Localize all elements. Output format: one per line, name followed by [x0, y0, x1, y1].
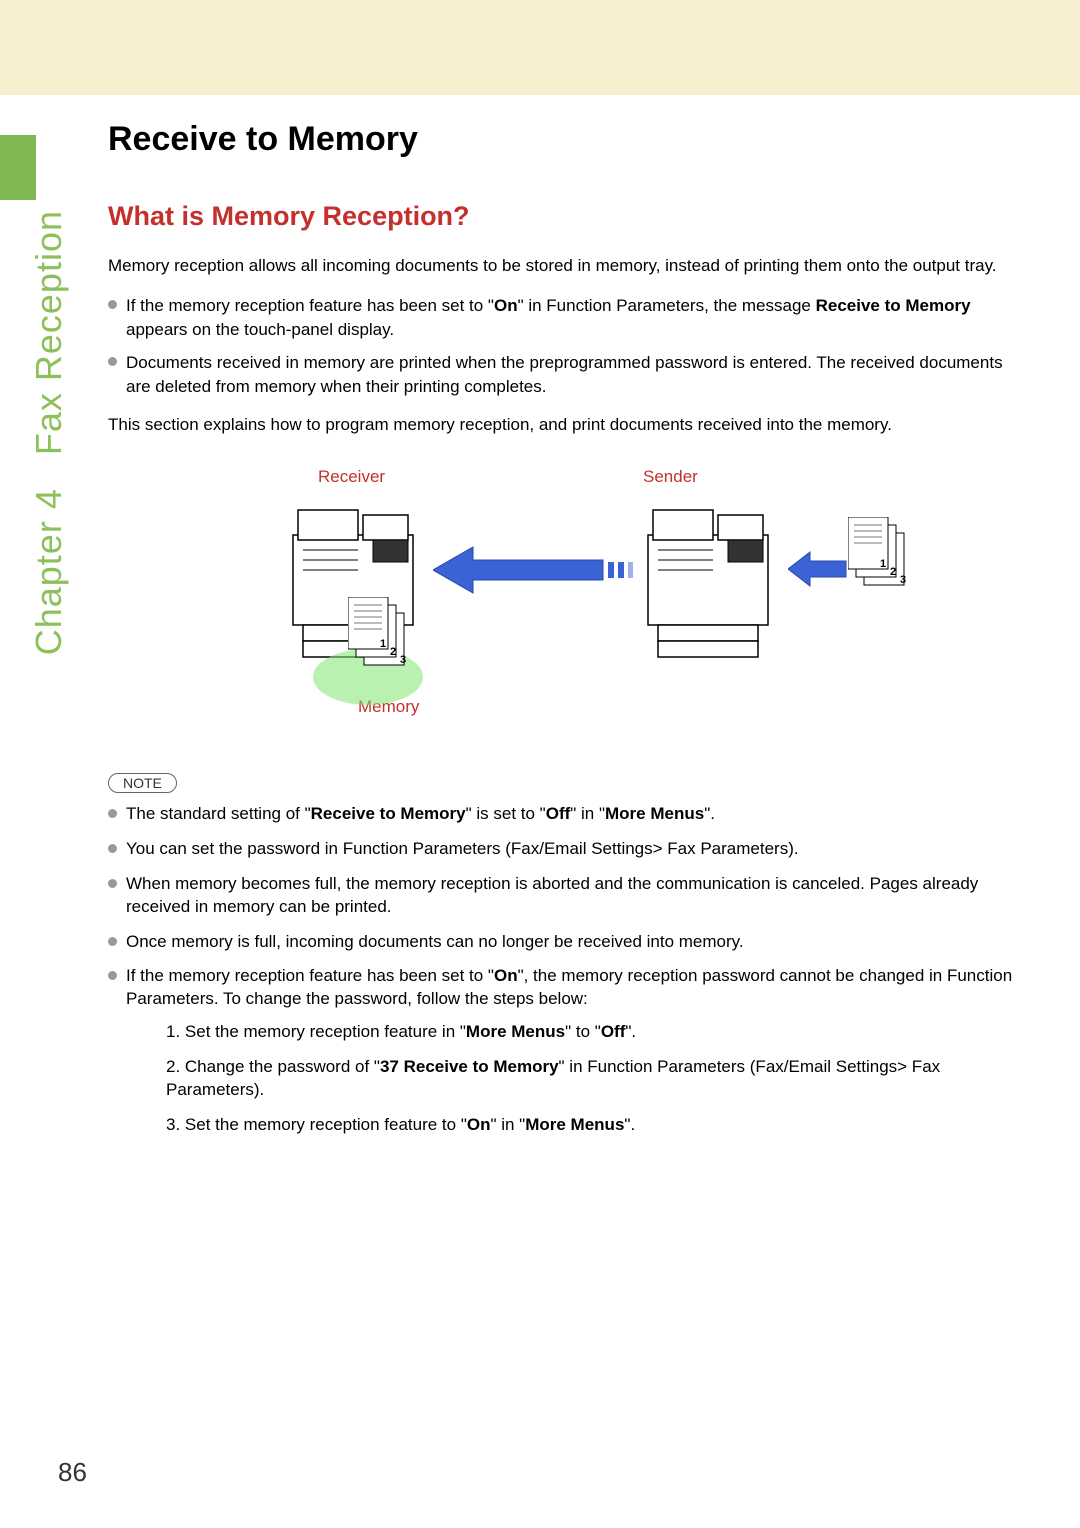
svg-text:3: 3: [900, 574, 906, 586]
transfer-arrow-icon: [433, 545, 633, 595]
svg-text:2: 2: [390, 646, 396, 658]
chapter-title: Fax Reception: [28, 210, 69, 455]
step-item: 3. Set the memory reception feature to "…: [166, 1114, 1028, 1137]
note-item: The standard setting of "Receive to Memo…: [108, 803, 1028, 826]
receiver-label: Receiver: [318, 467, 385, 487]
chapter-tab-accent: [0, 135, 36, 200]
svg-text:2: 2: [890, 566, 896, 578]
note-item: If the memory reception feature has been…: [108, 965, 1028, 1137]
memory-reception-diagram: Receiver Sender Memory 1: [208, 467, 988, 737]
note-item: When memory becomes full, the memory rec…: [108, 873, 1028, 919]
note-item: Once memory is full, incoming documents …: [108, 931, 1028, 954]
note-badge: NOTE: [108, 773, 177, 793]
section-paragraph: This section explains how to program mem…: [108, 413, 1028, 437]
svg-text:1: 1: [380, 638, 386, 650]
chapter-num: Chapter 4: [28, 488, 69, 655]
top-banner: [0, 0, 1080, 95]
note-item: You can set the password in Function Par…: [108, 838, 1028, 861]
intro-paragraph: Memory reception allows all incoming doc…: [108, 254, 1028, 278]
sender-docs-icon: 1 2 3: [848, 517, 928, 607]
step-item: 2. Change the password of "37 Receive to…: [166, 1056, 1028, 1102]
bullet-item: Documents received in memory are printed…: [108, 351, 1028, 399]
page-content: Receive to Memory What is Memory Recepti…: [108, 120, 1028, 1149]
password-steps: 1. Set the memory reception feature in "…: [166, 1021, 1028, 1137]
sender-label: Sender: [643, 467, 698, 487]
page-number: 86: [58, 1457, 87, 1488]
input-arrow-icon: [788, 549, 848, 589]
step-item: 1. Set the memory reception feature in "…: [166, 1021, 1028, 1044]
receiver-docs-icon: 1 2 3: [348, 597, 428, 687]
feature-bullets: If the memory reception feature has been…: [108, 294, 1028, 399]
subsection-title: What is Memory Reception?: [108, 201, 1028, 232]
sender-mfp-icon: [628, 495, 788, 665]
bullet-item: If the memory reception feature has been…: [108, 294, 1028, 342]
svg-text:3: 3: [400, 654, 406, 666]
svg-text:1: 1: [880, 558, 886, 570]
section-title: Receive to Memory: [108, 120, 1028, 159]
note-list: The standard setting of "Receive to Memo…: [108, 803, 1028, 1137]
chapter-tab-label: Chapter 4 Fax Reception: [28, 210, 70, 655]
